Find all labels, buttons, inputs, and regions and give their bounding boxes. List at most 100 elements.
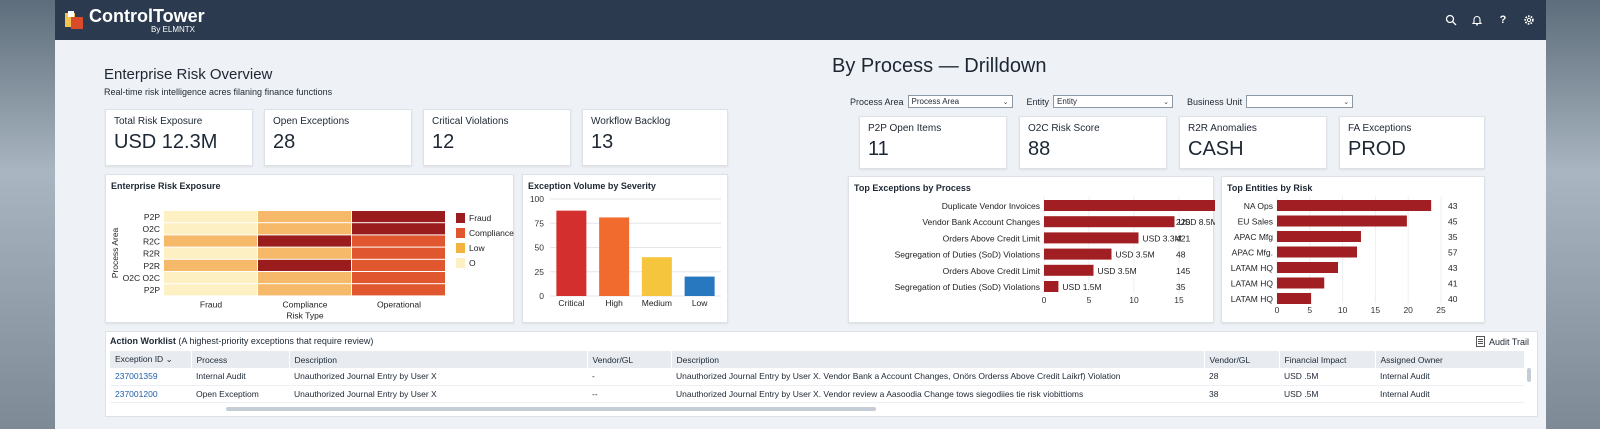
- kpi-r2r-anomalies[interactable]: R2R Anomalies CASH: [1179, 116, 1327, 169]
- y-axis-label: Process Area: [110, 227, 120, 278]
- drilldown-title: By Process — Drilldown: [832, 55, 1047, 77]
- category-label: Segregation of Duties (SoD) Violations: [895, 250, 1040, 260]
- count-label: 40: [1448, 294, 1458, 304]
- x-tick-label: 25: [1436, 305, 1446, 315]
- count-label: 220: [1176, 217, 1190, 227]
- background-right: [1546, 0, 1600, 429]
- table-row[interactable]: 237001200 Open Exceptiom Unauthorized Jo…: [110, 385, 1524, 403]
- row-label: P2P: [144, 285, 160, 295]
- process-area-select[interactable]: Process Area ⌄: [907, 95, 1013, 108]
- chevron-down-icon: ⌄: [1163, 98, 1170, 106]
- legend-swatch: [456, 213, 465, 223]
- row-label: R2R: [143, 249, 160, 259]
- heatmap-cell: [164, 211, 257, 223]
- chart-title: Exception Volume by Severity: [528, 181, 656, 191]
- column-header-vendor-gl-2[interactable]: Vendor/GL: [1204, 351, 1280, 368]
- column-header-exception-id[interactable]: Exception ID ⌄: [110, 351, 192, 368]
- category-label: LATAM HQ: [1231, 279, 1274, 289]
- help-icon[interactable]: ?: [1499, 14, 1507, 26]
- search-icon[interactable]: [1444, 13, 1458, 27]
- category-label: EU Sales: [1238, 217, 1273, 227]
- data-label: USD 3.5M: [1098, 266, 1137, 276]
- kpi-total-risk-exposure[interactable]: Total Risk Exposure USD 12.3M: [105, 109, 253, 166]
- entity-select[interactable]: Entity ⌄: [1053, 95, 1174, 108]
- column-label: Compliance: [283, 299, 328, 309]
- kpi-label: O2C Risk Score: [1028, 123, 1100, 134]
- table-header-row: Exception ID ⌄ Process Description Vendo…: [110, 351, 1525, 368]
- kpi-open-exceptions[interactable]: Open Exceptions 28: [264, 109, 412, 166]
- filter-label-entity: Entity: [1026, 96, 1050, 107]
- chart-title: Top Entities by Risk: [1227, 183, 1313, 193]
- bar: [1044, 281, 1059, 292]
- kpi-value: 28: [273, 131, 296, 153]
- legend-label: O: [469, 258, 476, 268]
- column-header-assigned-owner[interactable]: Assigned Owner: [1375, 351, 1525, 368]
- x-tick-label: High: [605, 298, 623, 308]
- entities-chart-panel: Top Entities by Risk 0 5 10 15 20 25 NA Ops 43 E…: [1221, 176, 1485, 323]
- bell-icon[interactable]: [1470, 13, 1484, 27]
- kpi-fa-exceptions[interactable]: FA Exceptions PROD: [1339, 116, 1485, 169]
- column-header-description-2[interactable]: Description: [671, 351, 1205, 368]
- kpi-workflow-backlog[interactable]: Workflow Backlog 13: [582, 109, 728, 166]
- legend-label: Compliance: [469, 228, 514, 238]
- column-header-description[interactable]: Description: [289, 351, 588, 368]
- table-row[interactable]: 237001359 Internal Audit Unauthorized Jo…: [110, 368, 1524, 386]
- legend-swatch: [456, 243, 465, 253]
- table-cell: 28: [1204, 368, 1279, 386]
- x-tick-label: 10: [1129, 295, 1139, 305]
- table-cell: Internal Audit: [191, 368, 289, 386]
- column-header-vendor-gl[interactable]: Vendor/GL: [587, 351, 672, 368]
- category-label: Orders Above Credit Limit: [943, 266, 1041, 276]
- chart-title: Enterprise Risk Exposure: [111, 181, 221, 191]
- table-cell: -: [587, 368, 671, 386]
- data-label: USD 3.5M: [1116, 250, 1155, 260]
- heatmap-cell: [164, 284, 257, 296]
- bar: [556, 210, 587, 296]
- column-header-financial-impact[interactable]: Financial Impact: [1279, 351, 1376, 368]
- row-label: P2R: [143, 261, 160, 271]
- category-label: Orders Above Credit Limit: [943, 233, 1041, 243]
- vertical-scrollbar[interactable]: [1527, 368, 1531, 382]
- table-cell: --: [587, 385, 671, 403]
- count-label: 421: [1176, 233, 1190, 243]
- bar: [1277, 293, 1312, 304]
- bar: [1277, 231, 1361, 242]
- y-tick-label: 50: [535, 243, 545, 253]
- kpi-label: Critical Violations: [432, 116, 509, 127]
- row-label: P2P: [144, 212, 160, 222]
- kpi-value: 11: [868, 138, 889, 160]
- heatmap-cell: [352, 272, 445, 284]
- category-label: APAC Mfg.: [1232, 248, 1273, 258]
- exception-id-link[interactable]: 237001200: [110, 385, 191, 403]
- column-header-process[interactable]: Process: [191, 351, 290, 368]
- kpi-critical-violations[interactable]: Critical Violations 12: [423, 109, 571, 166]
- heatmap-cell: [258, 235, 351, 247]
- worklist-table: Exception ID ⌄ Process Description Vendo…: [110, 351, 1525, 403]
- bar: [641, 257, 672, 296]
- heatmap-cell: [164, 235, 257, 247]
- kpi-label: P2P Open Items: [868, 123, 942, 134]
- app-byline: By ELMNTX: [151, 24, 196, 34]
- table-cell: Unauthorized Journal Entry by User X. Ve…: [671, 385, 1204, 403]
- exception-id-link[interactable]: 237001359: [110, 368, 191, 386]
- category-label: Segregation of Duties (SoD) Violations: [895, 282, 1040, 292]
- severity-bar-chart: 0 25 50 75 100 Critical High Medium Low: [530, 194, 721, 308]
- count-label: 48: [1176, 250, 1186, 260]
- horizontal-scrollbar[interactable]: [226, 407, 876, 411]
- kpi-p2p-open-items[interactable]: P2P Open Items 11: [859, 116, 1007, 169]
- bar: [1277, 277, 1325, 289]
- kpi-o2c-risk-score[interactable]: O2C Risk Score 88: [1019, 116, 1167, 169]
- business-unit-select[interactable]: ⌄: [1246, 95, 1354, 108]
- table-cell: Open Exceptiom: [191, 385, 289, 403]
- settings-icon[interactable]: [1522, 13, 1536, 27]
- audit-trail-button[interactable]: Audit Trail: [1475, 336, 1529, 347]
- risk-heatmap-panel: Enterprise Risk Exposure P2P O2C R2C R2R P2R…: [105, 174, 514, 323]
- bar: [1044, 264, 1094, 276]
- category-label: LATAM HQ: [1231, 263, 1274, 273]
- heatmap-cell: [258, 272, 351, 284]
- kpi-label: Workflow Backlog: [591, 116, 671, 127]
- kpi-value: 13: [591, 131, 614, 153]
- heatmap-cell: [164, 259, 257, 271]
- bar: [1277, 262, 1339, 273]
- column-label: Fraud: [200, 299, 222, 309]
